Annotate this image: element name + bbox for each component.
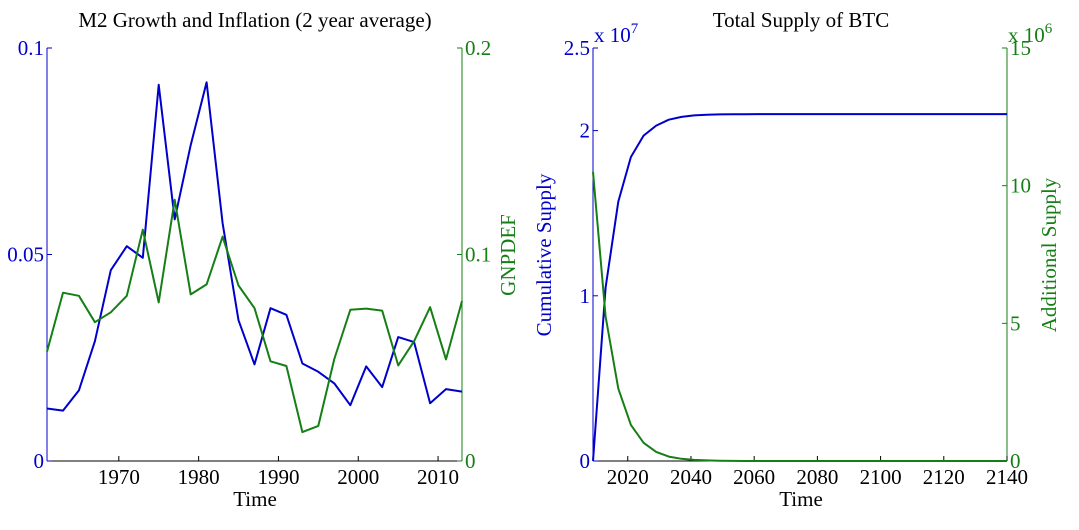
left-tick-label: 0 — [34, 449, 45, 473]
green-series-line — [592, 171, 1007, 462]
left-tick-label: 2 — [580, 119, 591, 143]
x-tick-label: 2140 — [986, 465, 1028, 489]
x-tick-label: 1970 — [98, 465, 140, 489]
blue-series-line — [46, 81, 463, 412]
left-multiplier-base: x 10 — [594, 23, 631, 47]
right-tick-label: 0.1 — [465, 243, 491, 267]
x-tick-label: 1990 — [257, 465, 299, 489]
right-tick-label: 5 — [1010, 311, 1021, 335]
left-tick-label: 2.5 — [564, 36, 590, 60]
left-multiplier: x 107 — [594, 21, 639, 47]
left-multiplier-exponent: 7 — [631, 21, 639, 37]
x-tick-label: 2020 — [607, 465, 649, 489]
left-tick-label: 0.05 — [7, 243, 44, 267]
x-tick-label: 2100 — [860, 465, 902, 489]
right-tick-label: 0 — [1010, 449, 1021, 473]
right-multiplier-base: x 10 — [1008, 23, 1045, 47]
x-tick-label: 2000 — [337, 465, 379, 489]
x-axis-label: Time — [233, 487, 277, 511]
left-tick-label: 1 — [580, 284, 591, 308]
right-multiplier: x 106 — [1008, 21, 1053, 47]
blue-series-line — [592, 113, 1007, 462]
left-axis-label: Cumulative Supply — [532, 173, 556, 336]
x-tick-label: 2120 — [923, 465, 965, 489]
chart-title: Total Supply of BTC — [713, 8, 889, 32]
m2-inflation-chart: M2 Growth and Inflation (2 year average)… — [7, 8, 520, 511]
x-tick-label: 1980 — [178, 465, 220, 489]
x-tick-label: 2080 — [796, 465, 838, 489]
left-tick-label: 0 — [580, 449, 591, 473]
right-multiplier-exponent: 6 — [1045, 21, 1053, 37]
x-tick-label: 2060 — [733, 465, 775, 489]
right-axis-label: Additional Supply — [1037, 177, 1061, 332]
green-series-line — [46, 198, 463, 434]
chart-title: M2 Growth and Inflation (2 year average) — [78, 8, 431, 32]
right-tick-label: 15 — [1010, 36, 1031, 60]
right-tick-label: 0 — [465, 449, 476, 473]
x-tick-label: 2040 — [670, 465, 712, 489]
right-tick-label: 10 — [1010, 174, 1031, 198]
x-tick-label: 2010 — [417, 465, 459, 489]
btc-supply-chart: Total Supply of BTC Time Cumulative Supp… — [532, 8, 1061, 511]
x-axis-label: Time — [779, 487, 823, 511]
right-tick-label: 0.2 — [465, 36, 491, 60]
left-tick-label: 0.1 — [18, 36, 44, 60]
right-axis-label: GNPDEF — [496, 214, 520, 296]
